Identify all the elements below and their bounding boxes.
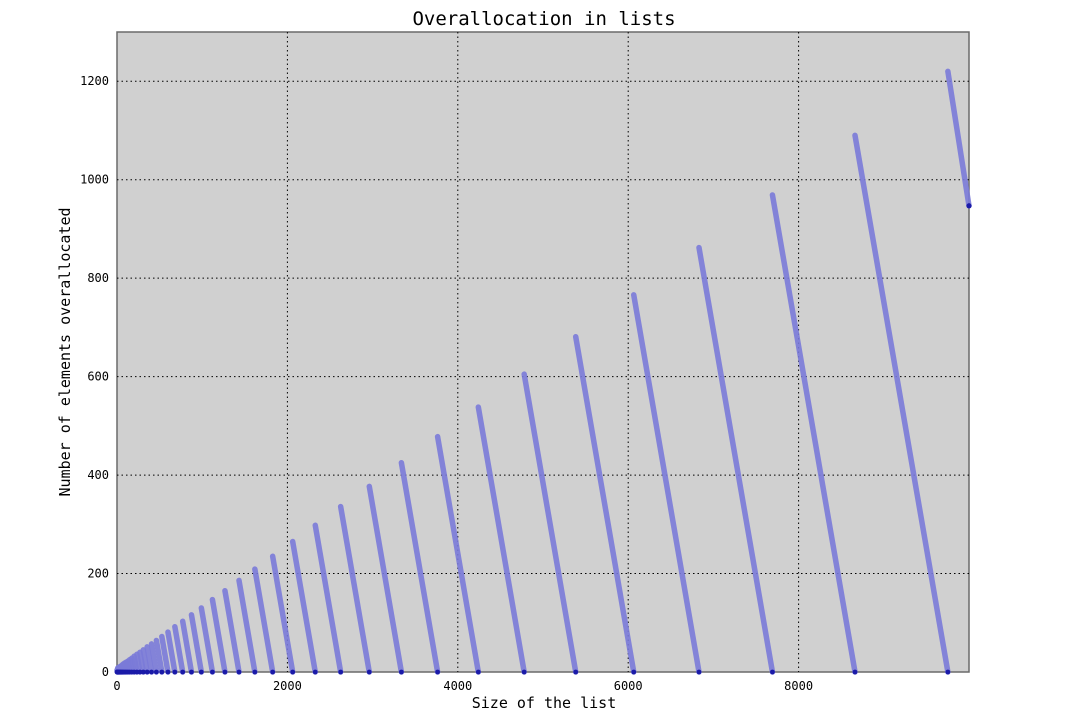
x-tick-labels: 0 2000 4000 6000 8000 bbox=[113, 679, 813, 693]
series-segment bbox=[140, 647, 150, 675]
y-tick-label: 1000 bbox=[80, 173, 109, 187]
data-point bbox=[770, 669, 775, 675]
series-segment bbox=[572, 333, 637, 675]
series-segment bbox=[131, 653, 140, 675]
series-segment bbox=[434, 433, 482, 675]
series-segment bbox=[630, 292, 702, 675]
series-segment bbox=[337, 503, 373, 675]
y-tick-label: 600 bbox=[87, 370, 109, 384]
data-point bbox=[398, 669, 404, 675]
data-point bbox=[165, 669, 171, 675]
data-point bbox=[966, 203, 972, 209]
series-segments bbox=[114, 68, 972, 675]
data-point bbox=[270, 669, 276, 675]
series-segment bbox=[696, 244, 776, 675]
data-point bbox=[366, 669, 372, 675]
y-tick-label: 1200 bbox=[80, 74, 109, 88]
data-point bbox=[198, 669, 204, 675]
series-segment bbox=[269, 553, 296, 675]
data-point bbox=[189, 669, 194, 675]
series-segment bbox=[198, 605, 216, 675]
series-segment bbox=[159, 633, 171, 675]
series-segment bbox=[179, 618, 195, 675]
data-point bbox=[631, 669, 637, 675]
x-tick-label: 4000 bbox=[443, 679, 472, 693]
data-point bbox=[521, 669, 527, 675]
series-segment bbox=[144, 644, 155, 675]
data-point bbox=[137, 669, 143, 675]
data-point bbox=[236, 669, 242, 675]
data-point bbox=[159, 669, 165, 675]
series-segment bbox=[252, 566, 276, 675]
y-axis-label: Number of elements overallocated bbox=[56, 208, 74, 497]
series-segment bbox=[209, 596, 228, 675]
series-segment bbox=[521, 371, 579, 675]
data-point bbox=[312, 669, 318, 675]
series-segment bbox=[312, 522, 344, 675]
data-point bbox=[153, 669, 159, 675]
series-segment bbox=[148, 641, 160, 675]
data-point bbox=[180, 669, 186, 675]
data-point bbox=[222, 669, 228, 675]
chart-title: Overallocation in lists bbox=[412, 8, 675, 30]
data-point bbox=[172, 669, 178, 675]
reset-markers bbox=[114, 203, 972, 675]
series-segment bbox=[137, 649, 147, 675]
x-tick-label: 8000 bbox=[784, 679, 813, 693]
plot-area bbox=[116, 31, 970, 673]
y-tick-label: 800 bbox=[87, 271, 109, 285]
series-segment bbox=[945, 68, 972, 209]
series-segment bbox=[769, 192, 858, 675]
data-point bbox=[475, 669, 481, 675]
y-tick-label: 200 bbox=[87, 567, 109, 581]
data-point bbox=[852, 669, 858, 675]
data-point bbox=[210, 669, 215, 675]
y-tick-label: 0 bbox=[102, 665, 109, 679]
series-segment bbox=[134, 651, 143, 675]
data-point bbox=[144, 669, 150, 675]
x-tick-label: 0 bbox=[113, 679, 120, 693]
series-segment bbox=[188, 612, 205, 675]
data-point bbox=[252, 669, 258, 675]
series-segment bbox=[153, 637, 165, 675]
series-segment bbox=[852, 132, 951, 675]
data-point bbox=[573, 669, 579, 675]
data-point bbox=[435, 669, 441, 675]
data-point bbox=[945, 669, 951, 675]
series-segment bbox=[289, 538, 319, 675]
data-point bbox=[338, 669, 344, 675]
series-segment bbox=[398, 460, 441, 675]
series-segment bbox=[475, 404, 527, 675]
series-segment bbox=[165, 629, 178, 675]
x-axis-label: Size of the list bbox=[472, 694, 617, 712]
data-point bbox=[290, 669, 296, 675]
x-tick-label: 2000 bbox=[273, 679, 302, 693]
data-point bbox=[140, 669, 146, 675]
series-segment bbox=[236, 577, 258, 675]
series-segment bbox=[172, 623, 186, 675]
series-segment bbox=[366, 483, 405, 675]
y-tick-label: 400 bbox=[87, 468, 109, 482]
series-segment bbox=[222, 588, 242, 675]
data-point bbox=[696, 669, 702, 675]
data-point bbox=[149, 669, 154, 675]
x-tick-label: 6000 bbox=[614, 679, 643, 693]
y-tick-labels: 0 200 400 600 800 1000 1200 bbox=[80, 74, 109, 679]
